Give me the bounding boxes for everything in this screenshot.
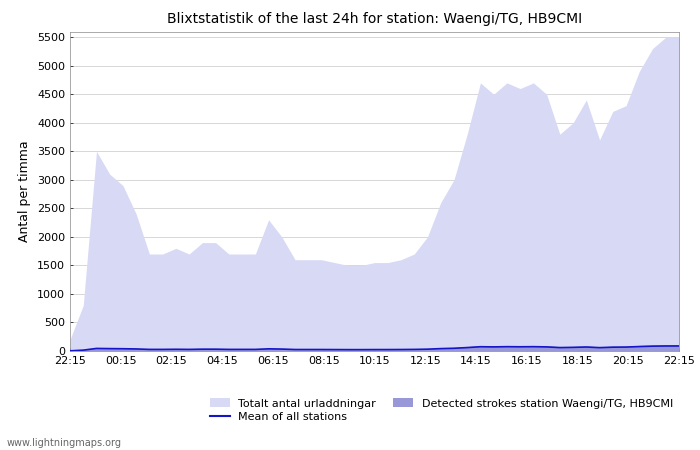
Y-axis label: Antal per timma: Antal per timma: [18, 140, 32, 242]
Text: www.lightningmaps.org: www.lightningmaps.org: [7, 438, 122, 448]
Legend: Totalt antal urladdningar, Mean of all stations, Detected strokes station Waengi: Totalt antal urladdningar, Mean of all s…: [209, 398, 673, 422]
Title: Blixtstatistik of the last 24h for station: Waengi/TG, HB9CMI: Blixtstatistik of the last 24h for stati…: [167, 12, 582, 26]
